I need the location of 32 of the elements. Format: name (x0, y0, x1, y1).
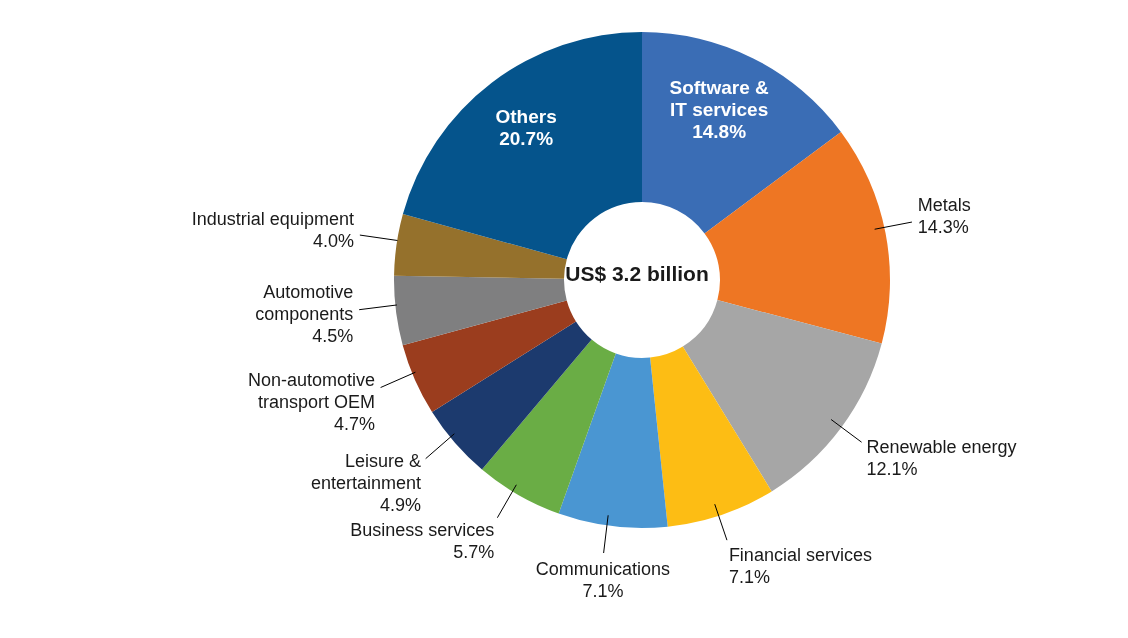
slice-label: Industrial equipment (191, 208, 354, 229)
data-label: 4.5% (312, 325, 354, 346)
data-label: 5.7% (453, 541, 495, 562)
donut-slice (481, 339, 616, 514)
data-label: 12.1% (866, 458, 918, 479)
donut-slice (394, 275, 567, 346)
slice-label: Others (495, 106, 557, 128)
slice-label: Non-automotive transport OEM (248, 369, 376, 412)
donut-slice (432, 321, 592, 470)
data-label: 20.7% (499, 128, 554, 150)
donut-slice (642, 32, 841, 234)
data-label: 14.8% (692, 121, 747, 143)
donut-slice (394, 214, 567, 279)
donut-slice (402, 32, 642, 260)
text: US$ 3.2 billion (565, 261, 709, 285)
data-label: 4.9% (380, 494, 422, 515)
slice-label: Leisure & entertainment (311, 450, 422, 493)
slice-label: Business services (350, 519, 495, 540)
slice-label: Metals (917, 194, 971, 215)
slice-label: Communications (535, 558, 670, 579)
data-label: 7.1% (728, 566, 770, 587)
slice-label: Financial services (728, 544, 872, 565)
donut-slice (650, 346, 772, 527)
donut-slice (558, 353, 668, 528)
slice-label: Software & IT services (669, 77, 770, 121)
data-label: 14.3% (917, 216, 969, 237)
slice-label: Renewable energy (866, 436, 1017, 457)
data-label: 7.1% (582, 580, 624, 601)
slice-label: Automotive components (255, 281, 354, 324)
data-label: 4.7% (334, 413, 376, 434)
donut-slice (402, 300, 576, 413)
data-label: 4.0% (312, 230, 354, 251)
